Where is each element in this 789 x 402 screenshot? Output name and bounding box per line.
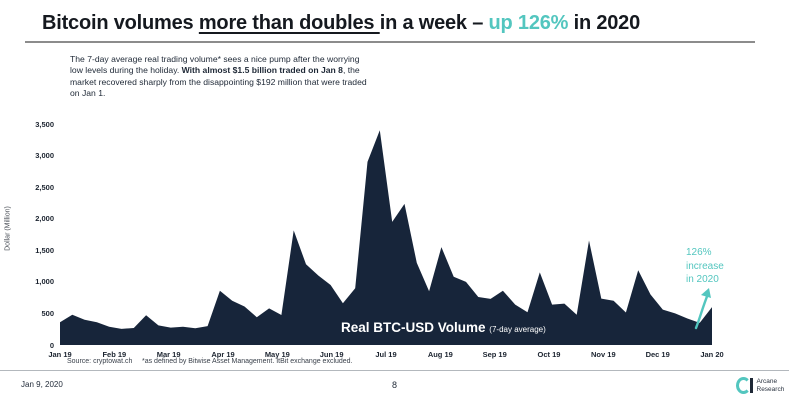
commentary-part1: The 7-day average real trading volume* s…	[70, 54, 360, 76]
title-divider	[25, 41, 755, 43]
x-tick-label: Jan 20	[700, 350, 724, 359]
increase-arrow-head	[701, 288, 711, 298]
x-tick-label: Jun 19	[319, 350, 344, 359]
series-label-suffix: (7-day average)	[489, 325, 546, 334]
increase-annotation-line2: increase	[686, 260, 724, 272]
increase-annotation: 126% increase in 2020	[686, 246, 724, 287]
x-tick-label: Dec 19	[645, 350, 670, 359]
y-tick-label: 500	[41, 308, 54, 318]
increase-annotation-line3: in 2020	[686, 274, 719, 285]
title-suffix: in 2020	[568, 12, 641, 34]
page-title: Bitcoin volumes more than doubles in a w…	[42, 12, 640, 35]
y-tick-label: 3,000	[35, 151, 54, 161]
y-tick-label: 2,000	[35, 214, 54, 224]
title-highlight: up 126%	[488, 12, 569, 34]
increase-annotation-line1: 126%	[686, 247, 712, 258]
y-tick-label: 1,000	[35, 277, 54, 287]
source-note: Source: cryptowat.ch	[67, 358, 133, 365]
logo-text-line1: Arcane	[756, 378, 778, 385]
y-tick-label: 0	[49, 340, 54, 350]
area-series	[60, 130, 712, 345]
page-number: 8	[391, 380, 397, 390]
footer-date: Jan 9, 2020	[21, 380, 63, 389]
footer-divider	[0, 370, 789, 371]
commentary-bold: With almost $1.5 billion traded on Jan 8	[181, 65, 343, 76]
x-tick-label: Jul 19	[375, 350, 397, 359]
x-tick-label: Feb 19	[102, 350, 127, 359]
x-tick-label: Jan 19	[48, 350, 72, 359]
y-tick-label: 1,500	[35, 245, 54, 255]
commentary-text: The 7-day average real trading volume* s…	[70, 54, 368, 100]
y-axis-title: Dollar (Million)	[4, 206, 12, 251]
logo-bar-icon	[750, 378, 753, 393]
x-tick-label: Mar 19	[156, 350, 181, 359]
title-underlined: more than doubles	[198, 12, 380, 34]
series-label-main: Real BTC-USD Volume	[341, 320, 486, 335]
definition-note: *as defined by Bitwise Asset Management.…	[142, 358, 353, 365]
logo-text-line2: Research	[756, 385, 785, 393]
x-tick-label: Apr 19	[211, 350, 235, 359]
logo-text: Arcane Research	[757, 378, 785, 393]
x-tick-label: Nov 19	[591, 350, 616, 359]
y-tick-label: 3,500	[35, 119, 54, 129]
x-tick-label: Sep 19	[482, 350, 507, 359]
increase-arrow	[694, 292, 710, 330]
series-label: Real BTC-USD Volume (7-day average)	[341, 320, 546, 335]
title-middle: in a week –	[379, 12, 489, 34]
x-tick-label: Aug 19	[427, 350, 453, 359]
commentary-part2: , the market recovered sharply from the …	[70, 65, 367, 99]
y-tick-label: 2,500	[35, 182, 54, 192]
x-tick-label: May 19	[264, 350, 290, 359]
logo-arc-icon	[736, 377, 751, 394]
arcane-research-logo: Arcane Research	[736, 377, 784, 394]
x-tick-label: Oct 19	[537, 350, 561, 359]
title-prefix: Bitcoin volumes	[42, 12, 199, 34]
